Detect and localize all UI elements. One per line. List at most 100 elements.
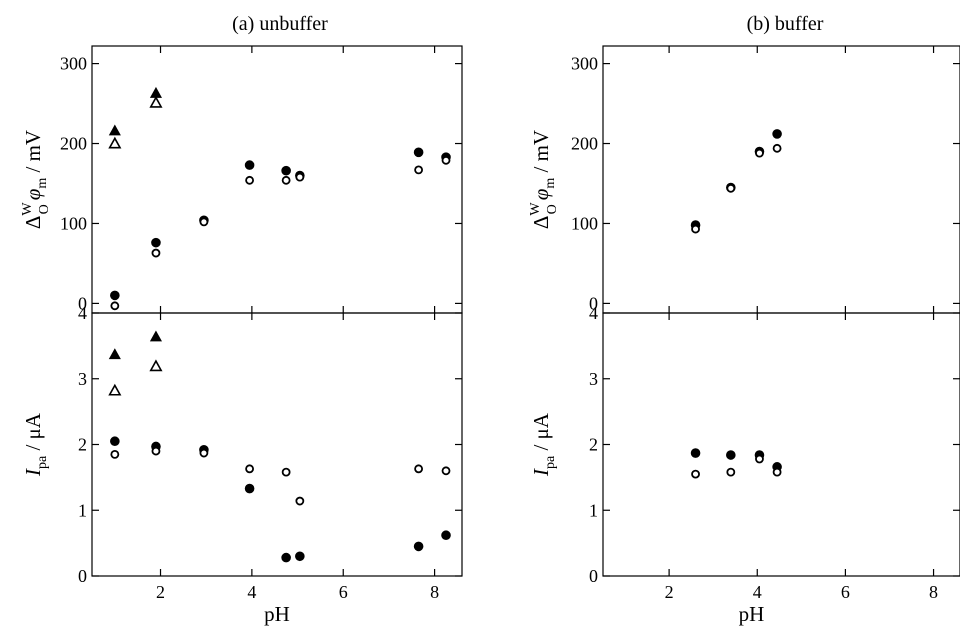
- data-point-open-triangle: [108, 136, 122, 149]
- series-filled-triangle: [108, 330, 163, 360]
- x-tick-label: 8: [929, 582, 938, 602]
- data-point-filled-circle: [690, 448, 701, 458]
- panel-0-top-ylabel: ΔW Oφm / mV: [20, 130, 52, 229]
- y-tick-label: 1: [589, 500, 598, 520]
- y-tick-label: 0: [78, 566, 87, 586]
- y-tick-label: 3: [589, 369, 598, 389]
- y-tick-label: 3: [78, 369, 87, 389]
- data-point-filled-circle: [281, 552, 291, 563]
- data-point-open-circle: [755, 148, 764, 158]
- y-tick-label: 100: [60, 213, 87, 233]
- data-point-open-circle: [199, 217, 209, 227]
- ylabel-variable: I: [529, 468, 553, 477]
- x-tick-label: 6: [841, 582, 850, 602]
- data-point-filled-circle: [110, 290, 120, 301]
- data-point-open-circle: [295, 496, 305, 506]
- y-tick-label: 200: [60, 134, 87, 154]
- data-point-open-circle: [726, 183, 736, 193]
- ylabel-unit: / mV: [529, 130, 553, 178]
- data-point-open-circle: [199, 448, 209, 458]
- data-point-open-circle: [281, 175, 291, 185]
- data-point-open-circle: [755, 454, 764, 464]
- x-tick-label: 4: [753, 582, 762, 602]
- y-tick-label: 0: [78, 293, 87, 313]
- panel-1-top-ylabel: ΔW Oφm / mV: [528, 130, 560, 229]
- panel-0-bottom-plot: 0 1 2 3 4 2 4 6 8 Ipa / μA: [21, 303, 463, 602]
- series-filled-triangle: [108, 86, 163, 136]
- data-point-open-circle: [110, 449, 120, 459]
- data-point-open-circle: [691, 469, 700, 479]
- data-point-open-circle: [414, 165, 424, 175]
- data-point-open-circle: [281, 467, 291, 477]
- ylabel-subscript: pa: [35, 455, 50, 469]
- panel-1-top-frame: [602, 45, 960, 314]
- series-open-circle: [110, 155, 451, 311]
- series-open-circle: [110, 446, 451, 506]
- ylabel-variable: I: [21, 468, 45, 477]
- y-tick-label: 300: [60, 54, 87, 74]
- ylabel-phi-subscript: m: [35, 178, 50, 189]
- series-filled-circle: [110, 147, 451, 301]
- series-filled-circle: [110, 436, 451, 563]
- ylabel-phi: φ: [21, 188, 45, 200]
- y-tick-label: 300: [571, 54, 598, 74]
- data-point-open-triangle: [108, 383, 122, 396]
- series-open-circle: [691, 143, 782, 234]
- ylabel-unit: / mV: [21, 130, 45, 178]
- y-tick-label: 2: [589, 435, 598, 455]
- panel-0-top-plot: 0 100 200 300 ΔW Oφm / mV: [20, 45, 463, 314]
- data-point-filled-circle: [441, 530, 451, 541]
- series-open-circle: [691, 454, 782, 479]
- ylabel-unit: / μA: [529, 412, 553, 456]
- data-point-open-circle: [441, 466, 451, 476]
- ylabel-superscript: W: [528, 202, 543, 216]
- data-point-open-circle: [151, 248, 161, 258]
- y-tick-label: 4: [78, 303, 87, 323]
- x-tick-label: 2: [156, 582, 165, 602]
- data-point-filled-circle: [413, 147, 424, 158]
- ylabel-superscript: W: [20, 202, 35, 216]
- ylabel-delta: Δ: [21, 216, 45, 230]
- data-point-filled-circle: [295, 551, 305, 562]
- series-open-triangle: [108, 359, 163, 396]
- panel-1-bottom-frame: [602, 312, 960, 577]
- panel-1-title: (b) buffer: [747, 13, 824, 35]
- data-point-filled-circle: [110, 436, 120, 447]
- data-point-filled-circle: [413, 541, 424, 552]
- data-point-filled-circle: [726, 450, 736, 460]
- ylabel-unit: / μA: [21, 412, 45, 456]
- data-point-open-circle: [245, 175, 254, 185]
- ylabel-subscript: pa: [543, 455, 558, 469]
- ylabel-phi: φ: [529, 188, 553, 200]
- y-tick-label: 100: [571, 213, 598, 233]
- x-tick-label: 6: [339, 582, 348, 602]
- data-point-filled-circle: [151, 237, 161, 248]
- data-point-open-circle: [726, 467, 736, 477]
- y-tick-label: 0: [589, 293, 598, 313]
- panel-1-bottom-plot: 0 1 2 3 4 2 4 6 8 Ipa / μA: [529, 303, 960, 602]
- x-tick-label: 8: [430, 582, 439, 602]
- data-point-filled-triangle: [108, 124, 121, 136]
- data-point-filled-triangle: [108, 348, 121, 360]
- panel-1-top-plot: 0 100 200 300 ΔW Oφm / mV: [528, 45, 960, 314]
- series-open-triangle: [108, 95, 163, 149]
- x-tick-label: 4: [247, 582, 256, 602]
- data-point-open-circle: [441, 155, 451, 165]
- panel-0-top-frame: [91, 45, 463, 314]
- panel-0-xlabel: pH: [264, 602, 290, 626]
- data-point-open-circle: [245, 464, 254, 474]
- panel-1-bottom-ylabel: Ipa / μA: [529, 412, 558, 477]
- ylabel-subscript: O: [37, 204, 52, 214]
- data-point-open-circle: [772, 467, 782, 477]
- panel-0-bottom-ylabel: Ipa / μA: [21, 412, 50, 477]
- data-point-filled-triangle: [149, 330, 163, 342]
- panel-0-title: (a) unbuffer: [232, 13, 328, 35]
- y-tick-label: 0: [589, 566, 598, 586]
- data-point-open-circle: [772, 143, 782, 153]
- ylabel-phi-subscript: m: [543, 178, 558, 189]
- series-filled-circle: [690, 448, 782, 472]
- panel-0-bottom-frame: [91, 312, 463, 577]
- y-tick-label: 1: [78, 500, 87, 520]
- data-point-filled-circle: [281, 165, 291, 176]
